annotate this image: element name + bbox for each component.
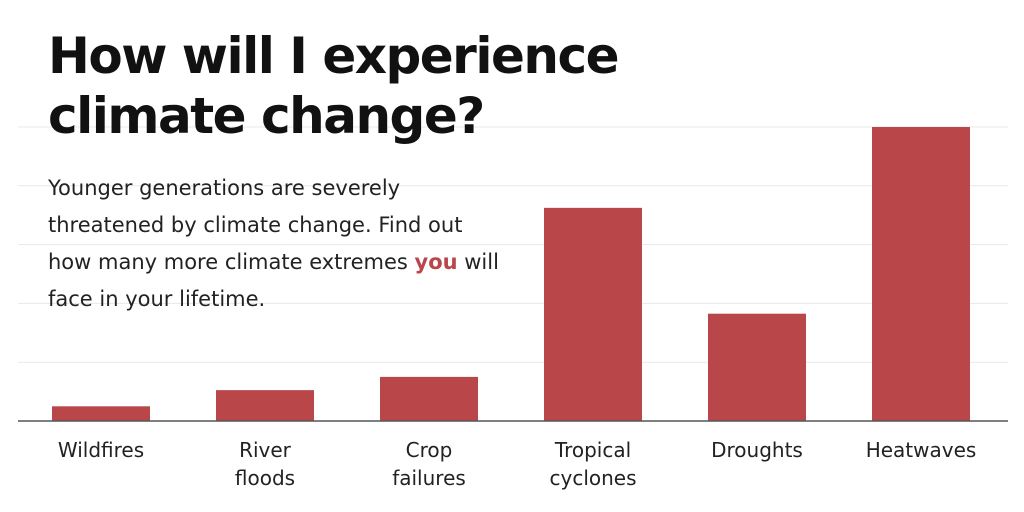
bar-tropical-cyclones	[544, 207, 642, 421]
subtitle-highlight: you	[414, 250, 458, 274]
bar-wildfires	[52, 406, 150, 421]
bar-crop-failures	[380, 376, 478, 421]
title-line-2: climate change?	[48, 87, 485, 145]
x-tick-label-line: Crop	[405, 438, 453, 462]
x-tick-label-line: River	[239, 438, 291, 462]
x-tick-label: Heatwaves	[851, 436, 991, 464]
x-tick-label-line: Tropical	[554, 438, 632, 462]
x-tick-label-line: floods	[234, 466, 296, 490]
bar-droughts	[708, 313, 806, 421]
x-tick-label: Droughts	[687, 436, 827, 464]
title-line-1: How will I experience	[48, 27, 620, 85]
x-tick-label-line: Wildfires	[57, 438, 145, 462]
x-tick-label-line: Droughts	[711, 438, 803, 462]
x-tick-label: Wildfires	[31, 436, 171, 464]
gridlines	[18, 126, 1008, 363]
bars	[52, 127, 970, 421]
subtitle-text-end: will face in your lifetime.	[48, 250, 499, 311]
x-tick-label: Crop failures	[359, 436, 499, 492]
x-tick-label-line: cyclones	[549, 466, 637, 490]
bar-river-floods	[216, 390, 314, 421]
x-tick-label-line: Heatwaves	[865, 438, 977, 462]
x-tick-label-line: failures	[392, 466, 466, 490]
x-tick-label: Tropical cyclones	[523, 436, 663, 492]
page-title: How will I experience climate change?	[48, 26, 648, 146]
subtitle: Younger generations are severely threate…	[48, 170, 508, 318]
subtitle-text: Younger generations are severely threate…	[48, 176, 463, 274]
bar-heatwaves	[872, 127, 970, 421]
x-tick-label: River floods	[195, 436, 335, 492]
